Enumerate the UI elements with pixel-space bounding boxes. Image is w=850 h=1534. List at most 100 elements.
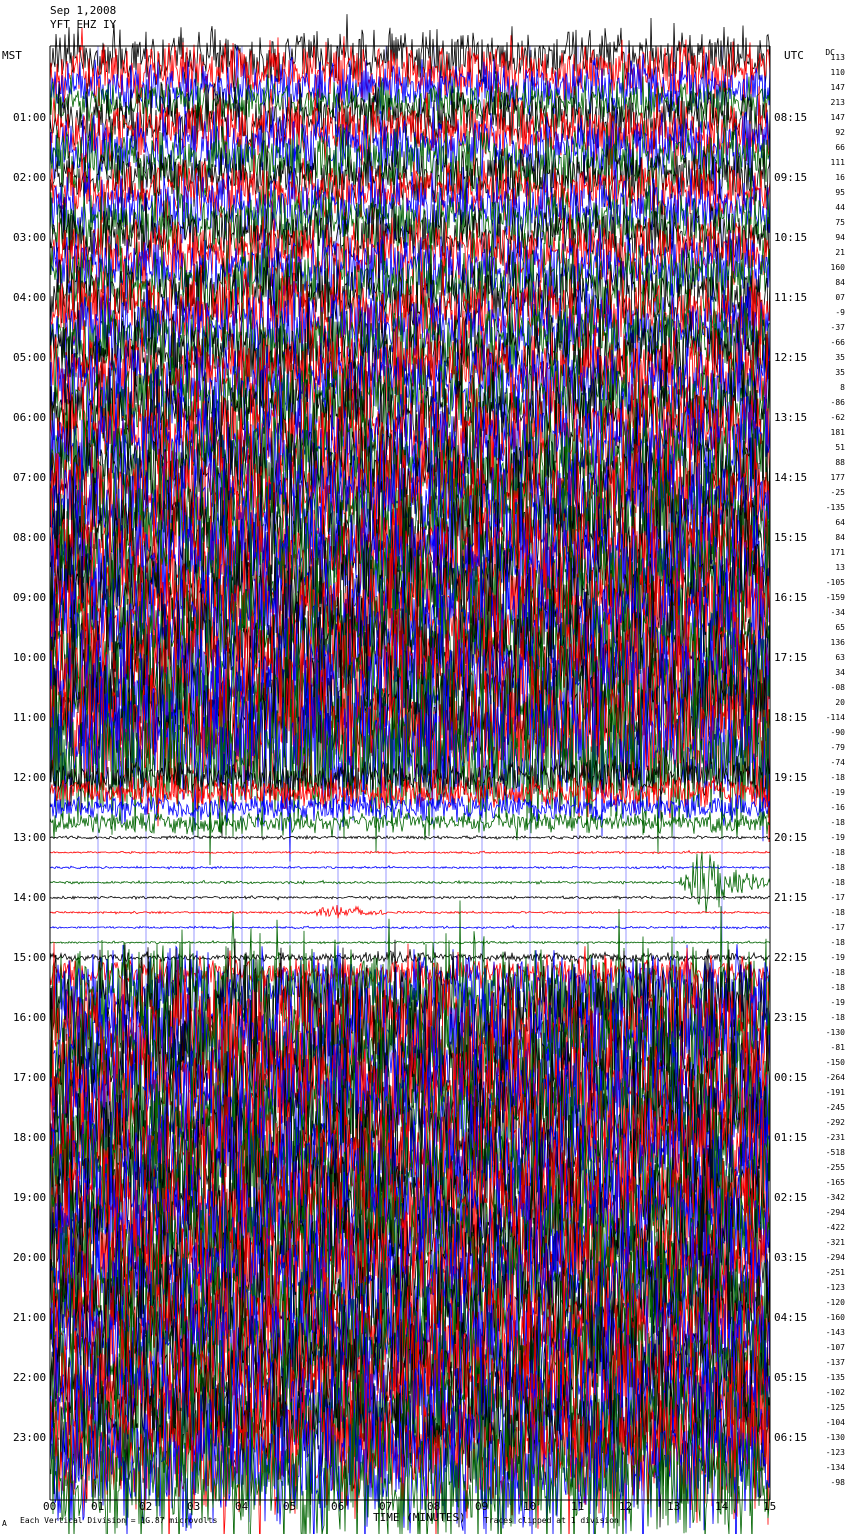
dc-offset-value: -114 xyxy=(825,713,845,722)
dc-offset-value: -9 xyxy=(835,308,845,317)
dc-offset-value: -18 xyxy=(830,773,845,782)
scale-note: Each Vertical Division = 1G.87 microvolt… xyxy=(20,1516,218,1525)
mst-hour-label: 01:00 xyxy=(13,111,47,124)
dc-offset-value: -245 xyxy=(825,1103,845,1112)
dc-offset-value: 13 xyxy=(835,563,845,572)
dc-offset-value: -231 xyxy=(825,1133,845,1142)
dc-offset-value: 160 xyxy=(830,263,845,272)
dc-offset-value: 147 xyxy=(830,113,845,122)
utc-hour-label: 10:15 xyxy=(774,231,808,244)
dc-offset-value: -18 xyxy=(830,983,845,992)
dc-offset-value: -37 xyxy=(830,323,845,332)
trace-82 xyxy=(49,1169,771,1368)
dc-offset-value: -321 xyxy=(825,1238,845,1247)
dc-offset-value: -165 xyxy=(825,1178,845,1187)
trace-36 xyxy=(49,514,771,690)
trace-13 xyxy=(49,204,771,313)
dc-offset-value: -150 xyxy=(825,1058,845,1067)
mst-hour-label: 05:00 xyxy=(13,351,47,364)
mst-hour-label: 10:00 xyxy=(13,651,47,664)
trace-1 xyxy=(49,27,771,107)
dc-offset-value: 136 xyxy=(830,638,845,647)
trace-56 xyxy=(50,895,771,901)
mst-hour-label: 08:00 xyxy=(13,531,47,544)
dc-offset-value: 64 xyxy=(835,518,845,527)
dc-offset-value: -255 xyxy=(825,1163,845,1172)
dc-offset-value: -102 xyxy=(825,1388,845,1397)
utc-hour-label: 17:15 xyxy=(774,651,808,664)
dc-offset-value: -123 xyxy=(825,1448,845,1457)
utc-hour-label: 23:15 xyxy=(774,1011,808,1024)
x-tick-label: 13 xyxy=(667,1500,681,1513)
dc-offset-value: 34 xyxy=(835,668,845,677)
trace-49 xyxy=(49,767,771,819)
dc-offset-value: -130 xyxy=(825,1433,845,1442)
dc-offset-value: 171 xyxy=(830,548,845,557)
dc-offset-value: -34 xyxy=(830,608,845,617)
trace-90 xyxy=(49,1297,771,1503)
dc-offset-value: -135 xyxy=(825,503,845,512)
dc-offset-value: 213 xyxy=(830,98,845,107)
dc-offset-value: 16 xyxy=(835,173,845,182)
trace-24 xyxy=(49,332,771,473)
x-tick-label: 15 xyxy=(763,1500,777,1513)
x-tick-label: 00 xyxy=(43,1500,57,1513)
dc-offset-value: 113 xyxy=(830,53,845,62)
trace-10 xyxy=(49,148,771,256)
dc-offset-value: 88 xyxy=(835,458,845,467)
dc-offset-value: -19 xyxy=(830,953,845,962)
dc-offset-value: 177 xyxy=(830,473,845,482)
station-code: YFT EHZ IY xyxy=(50,18,117,31)
trace-48 xyxy=(49,750,771,809)
utc-hour-label: 00:15 xyxy=(774,1071,808,1084)
trace-62 xyxy=(49,944,771,1050)
dc-offset-value: -422 xyxy=(825,1223,845,1232)
mst-hour-label: 22:00 xyxy=(13,1371,47,1384)
utc-hour-label: 15:15 xyxy=(774,531,808,544)
plot-date: Sep 1,2008 xyxy=(50,4,117,17)
dc-offset-value: -18 xyxy=(830,848,845,857)
dc-offset-value: -160 xyxy=(825,1313,845,1322)
x-axis-title: TIME (MINUTES) xyxy=(373,1511,466,1524)
mst-hour-label: 14:00 xyxy=(13,891,47,904)
trace-50 xyxy=(49,789,771,828)
dc-offset-value: 35 xyxy=(835,353,845,362)
dc-offset-value: -134 xyxy=(825,1463,845,1472)
mst-hour-label: 13:00 xyxy=(13,831,47,844)
mst-hour-label: 15:00 xyxy=(13,951,47,964)
mst-hour-label: 04:00 xyxy=(13,291,47,304)
utc-hour-label: 21:15 xyxy=(774,891,808,904)
x-tick-label: 10 xyxy=(523,1500,537,1513)
dc-offset-value: -18 xyxy=(830,818,845,827)
mst-axis-title: MST xyxy=(2,49,22,62)
dc-offset-value: -62 xyxy=(830,413,845,422)
trace-54 xyxy=(49,865,771,871)
seismic-traces xyxy=(49,14,771,1534)
dc-offset-value: -294 xyxy=(825,1208,845,1217)
utc-hour-label: 18:15 xyxy=(774,711,808,724)
trace-2 xyxy=(50,44,771,133)
trace-79 xyxy=(49,1151,771,1344)
trace-30 xyxy=(49,419,771,596)
trace-12 xyxy=(49,182,771,287)
footer-mark: A xyxy=(2,1519,7,1528)
x-tick-label: 06 xyxy=(331,1500,345,1513)
x-tick-label: 09 xyxy=(475,1500,489,1513)
dc-offset-value: 147 xyxy=(830,83,845,92)
dc-offset-value: -518 xyxy=(825,1148,845,1157)
utc-hour-label: 09:15 xyxy=(774,171,808,184)
utc-hour-label: 06:15 xyxy=(774,1431,808,1444)
dc-offset-value: 66 xyxy=(835,143,845,152)
dc-offset-value: 51 xyxy=(835,443,845,452)
dc-offset-value: -19 xyxy=(830,833,845,842)
dc-offset-title: DC xyxy=(825,48,835,57)
dc-offset-value: -19 xyxy=(830,998,845,1007)
mst-hour-label: 03:00 xyxy=(13,231,47,244)
dc-offset-value: -18 xyxy=(830,1013,845,1022)
utc-hour-label: 01:15 xyxy=(774,1131,808,1144)
dc-offset-value: -98 xyxy=(830,1478,845,1487)
mst-hour-label: 07:00 xyxy=(13,471,47,484)
dc-offset-value: -123 xyxy=(825,1283,845,1292)
dc-offset-value: 84 xyxy=(835,533,845,542)
